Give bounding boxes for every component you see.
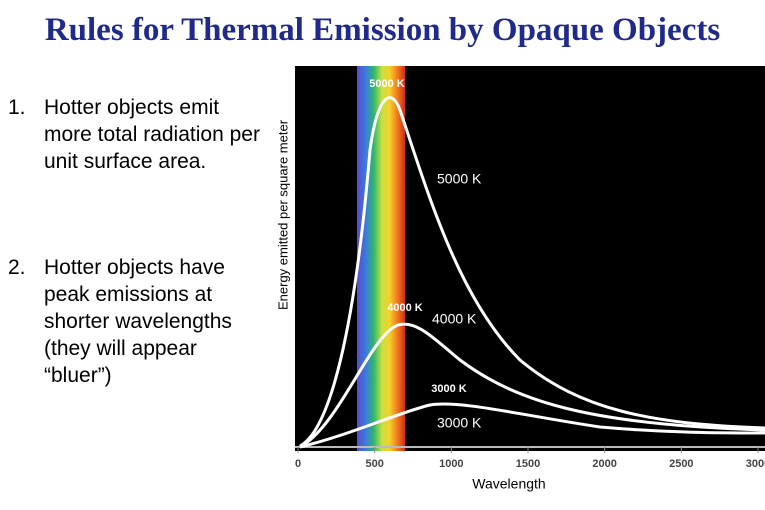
- curve-tag: 3000 K: [431, 383, 467, 395]
- x-axis-label: Wavelength: [472, 476, 545, 492]
- list-item: 2. Hotter objects have peak emissions at…: [8, 254, 270, 389]
- curve-tag: 5000 K: [369, 78, 405, 90]
- x-tick-label: 2500: [669, 458, 693, 470]
- x-tick-label: 1000: [439, 458, 463, 470]
- slide-title: Rules for Thermal Emission by Opaque Obj…: [44, 12, 721, 48]
- item-text: Hotter objects emit more total radiation…: [44, 96, 260, 173]
- curve-label: 4000 K: [432, 311, 477, 327]
- list-item: 1. Hotter objects emit more total radiat…: [8, 94, 270, 175]
- x-tick-label: 500: [365, 458, 383, 470]
- curve-label: 5000 K: [437, 171, 482, 187]
- x-tick-label: 1500: [516, 458, 540, 470]
- x-tick-label: 3000: [746, 458, 765, 470]
- item-text: Hotter objects have peak emissions at sh…: [44, 256, 232, 387]
- curve: [299, 402, 765, 449]
- y-axis-label: Energy emitted per square meter: [275, 119, 290, 310]
- curve: [299, 96, 765, 448]
- x-tick-label: 2000: [592, 458, 616, 470]
- curve-label: 3000 K: [437, 415, 482, 431]
- item-number: 1.: [8, 96, 26, 119]
- curve-tag: 4000 K: [387, 302, 423, 314]
- x-tick-label: 0: [295, 458, 301, 470]
- visible-spectrum: [357, 66, 405, 451]
- curve: [299, 322, 765, 449]
- item-number: 2.: [8, 256, 26, 279]
